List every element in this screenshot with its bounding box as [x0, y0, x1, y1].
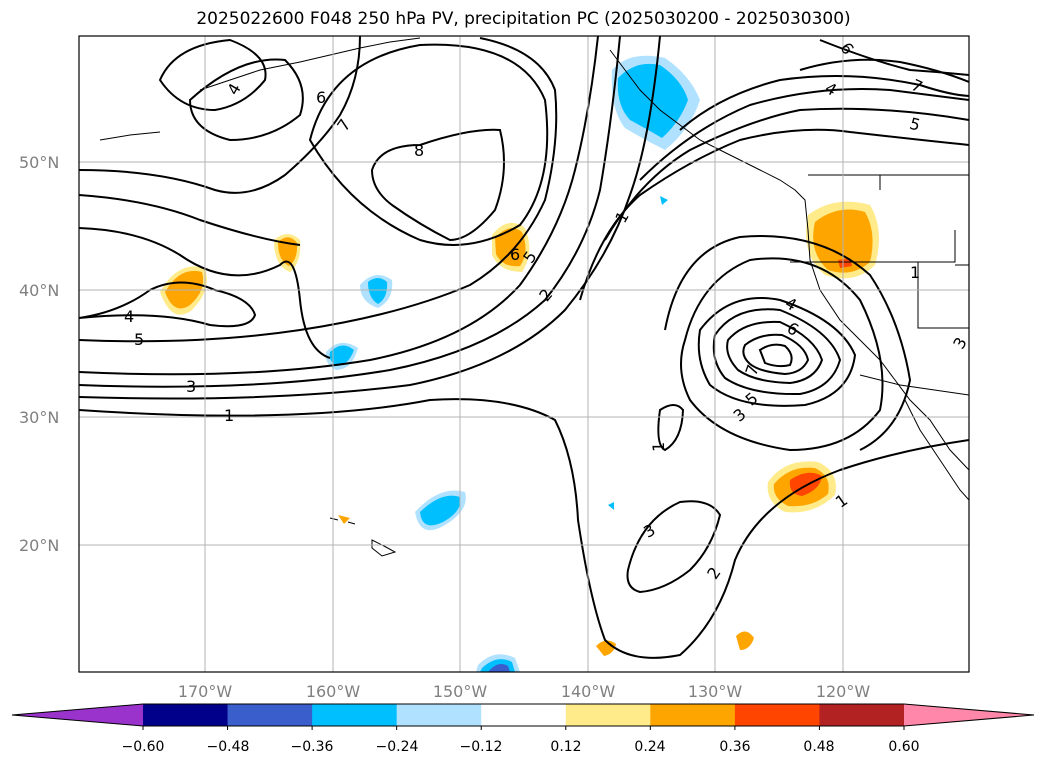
lat-label: 50°N — [19, 153, 59, 172]
contour-label: 3 — [186, 377, 196, 396]
colorbar-tick-label: 0.24 — [634, 739, 665, 755]
contour-label: 5 — [134, 330, 144, 349]
colorbar-segment — [819, 704, 905, 726]
colorbar-segment — [650, 704, 736, 726]
colorbar-tick-label: 0.36 — [719, 739, 750, 755]
lon-label: 170°W — [178, 682, 233, 701]
colorbar-segment — [904, 704, 1034, 726]
colorbar-segment — [734, 704, 820, 726]
contour-label: 6 — [316, 88, 326, 107]
political-borders — [790, 174, 969, 396]
map-frame — [79, 36, 969, 672]
lat-label: 20°N — [19, 536, 59, 555]
colorbar-tick-label: −0.24 — [376, 739, 419, 755]
contour-label: 5 — [908, 114, 923, 135]
contour-label: 1 — [649, 442, 668, 452]
lat-label: 30°N — [19, 408, 59, 427]
colorbar-segment — [396, 704, 482, 726]
contour-label: 1 — [910, 263, 920, 282]
contour-label: 6 — [510, 245, 520, 264]
contour-label: 4 — [124, 307, 134, 326]
lon-label: 130°W — [688, 682, 743, 701]
colorbar-segment — [565, 704, 651, 726]
map-title: 2025022600 F048 250 hPa PV, precipitatio… — [196, 9, 851, 29]
longitude-labels: 170°W 160°W 150°W 140°W 130°W 120°W — [178, 682, 871, 701]
colorbar-segment — [312, 704, 398, 726]
colorbar-segment — [143, 704, 229, 726]
colorbar-tick-label: −0.36 — [291, 739, 334, 755]
lon-label: 150°W — [433, 682, 488, 701]
colorbar-tick-label: −0.60 — [122, 739, 165, 755]
colorbar-labels: −0.60 −0.48 −0.36 −0.24 −0.12 0.12 0.24 … — [122, 739, 920, 755]
colorbar-tick-label: 0.60 — [888, 739, 919, 755]
lat-label: 40°N — [19, 281, 59, 300]
colorbar — [11, 703, 1035, 730]
contour-label: 1 — [224, 406, 234, 425]
graticule — [79, 36, 969, 672]
colorbar-segment — [12, 704, 143, 726]
colorbar-tick-label: 0.12 — [550, 739, 581, 755]
lon-label: 140°W — [561, 682, 616, 701]
coastlines — [99, 37, 969, 557]
pv-contours — [79, 36, 969, 659]
colorbar-tick-label: −0.48 — [207, 739, 250, 755]
lon-label: 160°W — [306, 682, 361, 701]
lon-label: 120°W — [816, 682, 871, 701]
colorbar-segment — [227, 704, 313, 726]
map-border — [78, 35, 970, 673]
colorbar-tick-label: 0.48 — [803, 739, 834, 755]
latitude-labels: 50°N 40°N 30°N 20°N — [19, 153, 59, 555]
colorbar-tick-label: −0.12 — [460, 739, 503, 755]
contour-label: 8 — [414, 141, 424, 160]
colorbar-segment — [481, 704, 567, 726]
